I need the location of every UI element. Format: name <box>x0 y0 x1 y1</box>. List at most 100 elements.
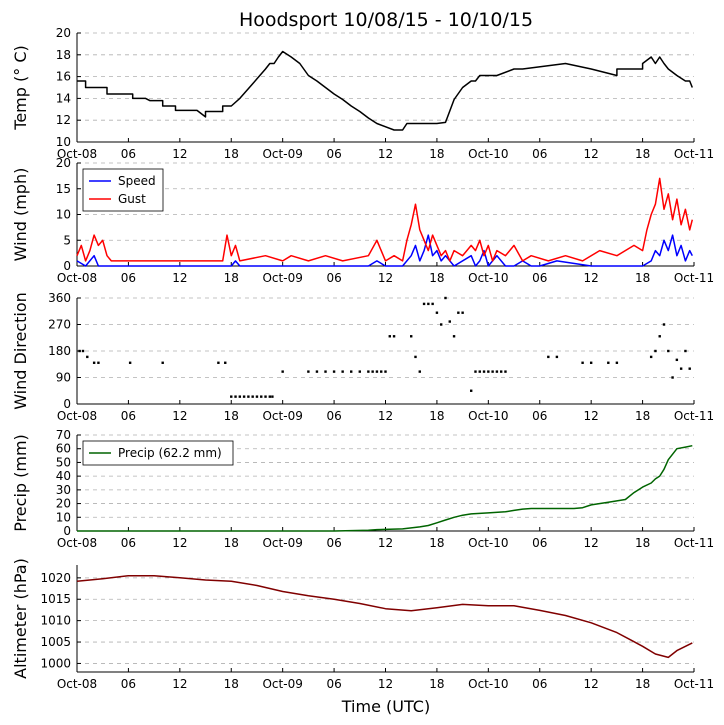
x-tick-label: 06 <box>121 536 136 550</box>
direction-point <box>234 395 237 398</box>
direction-point <box>427 302 430 306</box>
y-tick-label: 60 <box>56 442 71 456</box>
x-tick-label: Oct-09 <box>262 677 302 691</box>
direction-point <box>247 395 250 398</box>
x-tick-label: 12 <box>378 677 393 691</box>
x-tick-label: Oct-08 <box>57 409 97 423</box>
direction-point <box>410 335 413 338</box>
x-tick-label: 18 <box>224 409 239 423</box>
x-tick-label: 18 <box>224 677 239 691</box>
direction-point <box>671 376 674 379</box>
x-tick-label: Oct-09 <box>262 271 302 285</box>
y-tick-label: 180 <box>48 344 71 358</box>
direction-point <box>307 370 310 373</box>
direction-point <box>675 358 679 362</box>
direction-point <box>315 370 319 373</box>
y-tick-label: 0 <box>63 259 71 273</box>
direction-point <box>504 370 507 373</box>
direction-point <box>667 349 670 353</box>
direction-point <box>555 355 559 359</box>
legend-label: Speed <box>118 174 156 188</box>
x-tick-label: 18 <box>635 677 650 691</box>
x-tick-label: Oct-11 <box>674 271 714 285</box>
y-tick-label: 1000 <box>40 656 71 670</box>
direction-point <box>495 370 499 373</box>
x-axis-label: Time (UTC) <box>341 697 430 716</box>
x-tick-label: 18 <box>429 409 444 423</box>
direction-point <box>78 349 81 353</box>
direction-point <box>271 395 274 398</box>
direction-point <box>487 370 490 373</box>
direction-point <box>371 370 374 373</box>
x-tick-label: 18 <box>635 409 650 423</box>
x-tick-label: 18 <box>224 271 239 285</box>
direction-point <box>358 370 361 373</box>
x-tick-label: 18 <box>429 147 444 161</box>
y-axis-label: Temp (° C) <box>11 45 30 130</box>
x-tick-label: 18 <box>635 536 650 550</box>
direction-point <box>474 370 477 373</box>
x-tick-label: 12 <box>172 271 187 285</box>
y-tick-label: 0 <box>63 524 71 538</box>
direction-point <box>679 367 683 370</box>
y-tick-label: 1015 <box>40 592 71 606</box>
x-tick-label: 06 <box>532 147 547 161</box>
x-tick-label: 12 <box>584 271 599 285</box>
x-tick-label: 06 <box>326 147 341 161</box>
y-tick-label: 10 <box>56 510 71 524</box>
x-tick-label: 18 <box>224 147 239 161</box>
x-tick-label: Oct-10 <box>468 271 508 285</box>
x-tick-label: Oct-10 <box>468 147 508 161</box>
y-axis-label: Wind Direction <box>11 292 30 410</box>
direction-point <box>688 367 691 370</box>
direction-point <box>255 395 259 398</box>
x-tick-label: Oct-09 <box>262 409 302 423</box>
direction-point <box>341 370 344 373</box>
direction-point <box>440 323 443 326</box>
direction-point <box>324 370 327 373</box>
x-tick-label: 06 <box>121 677 136 691</box>
x-tick-label: 12 <box>378 147 393 161</box>
y-tick-label: 90 <box>56 371 71 385</box>
y-tick-label: 270 <box>48 318 71 332</box>
direction-point <box>388 335 391 338</box>
x-tick-label: 18 <box>224 536 239 550</box>
y-tick-label: 14 <box>56 91 71 105</box>
direction-point <box>431 302 434 306</box>
direction-point <box>86 355 89 359</box>
legend-label: Gust <box>118 192 146 206</box>
direction-point <box>224 361 227 364</box>
direction-point <box>589 361 593 364</box>
y-tick-label: 20 <box>56 156 71 170</box>
direction-point <box>684 349 687 353</box>
direction-point <box>422 302 426 306</box>
y-tick-label: 5 <box>63 233 71 247</box>
direction-point <box>435 311 439 314</box>
direction-point <box>268 395 272 398</box>
x-tick-label: Oct-11 <box>674 409 714 423</box>
direction-point <box>92 361 96 364</box>
y-tick-label: 20 <box>56 26 71 40</box>
direction-point <box>499 370 503 373</box>
x-tick-label: 06 <box>326 677 341 691</box>
x-tick-label: Oct-09 <box>262 536 302 550</box>
direction-point <box>478 370 481 373</box>
x-tick-label: 12 <box>584 536 599 550</box>
direction-point <box>414 355 417 359</box>
direction-point <box>264 395 267 398</box>
direction-point <box>457 311 460 314</box>
chart-title: Hoodsport 10/08/15 - 10/10/15 <box>239 9 533 31</box>
direction-point <box>469 389 473 392</box>
y-axis-label: Wind (mph) <box>11 168 30 262</box>
y-tick-label: 0 <box>63 397 71 411</box>
direction-point <box>161 361 164 364</box>
y-axis-label: Altimeter (hPa) <box>11 558 30 679</box>
y-tick-label: 16 <box>56 70 71 84</box>
y-tick-label: 1020 <box>40 571 71 585</box>
direction-point <box>242 395 246 398</box>
x-tick-label: Oct-10 <box>468 677 508 691</box>
direction-point <box>332 370 336 373</box>
y-tick-label: 18 <box>56 48 71 62</box>
direction-point <box>452 335 456 338</box>
